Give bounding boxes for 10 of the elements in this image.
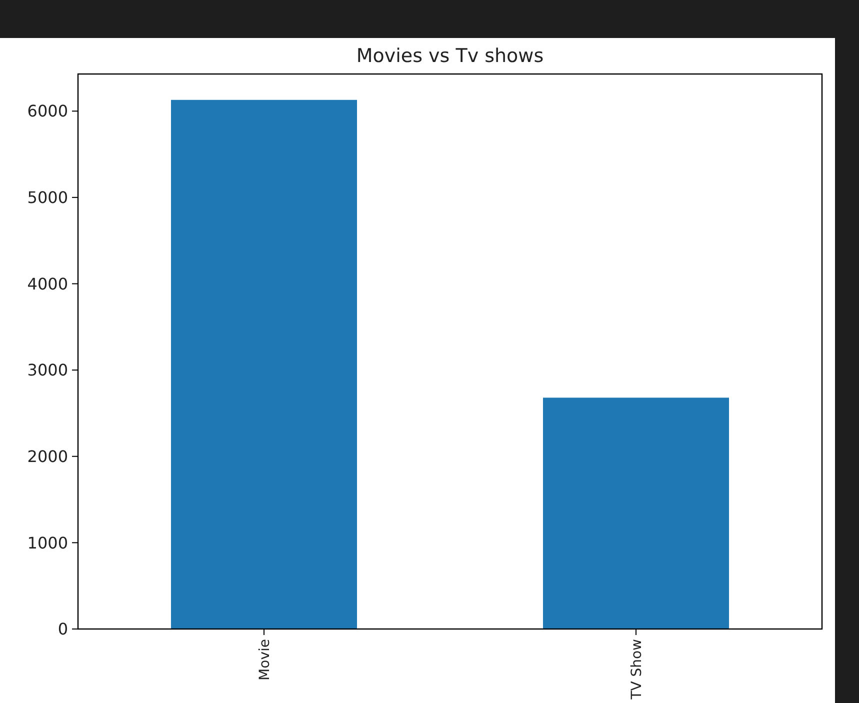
y-tick-label: 6000 <box>27 102 68 121</box>
y-tick-label: 3000 <box>27 360 68 380</box>
y-tick-label: 4000 <box>27 274 68 294</box>
y-tick-label: 5000 <box>27 188 68 208</box>
y-tick-label: 1000 <box>27 533 68 552</box>
y-tick-label: 2000 <box>27 446 68 466</box>
chart-title: Movies vs Tv shows <box>356 45 544 67</box>
y-tick-label: 0 <box>58 620 68 639</box>
x-tick-label: TV Show <box>628 639 645 700</box>
x-tick-label: Movie <box>256 639 273 680</box>
